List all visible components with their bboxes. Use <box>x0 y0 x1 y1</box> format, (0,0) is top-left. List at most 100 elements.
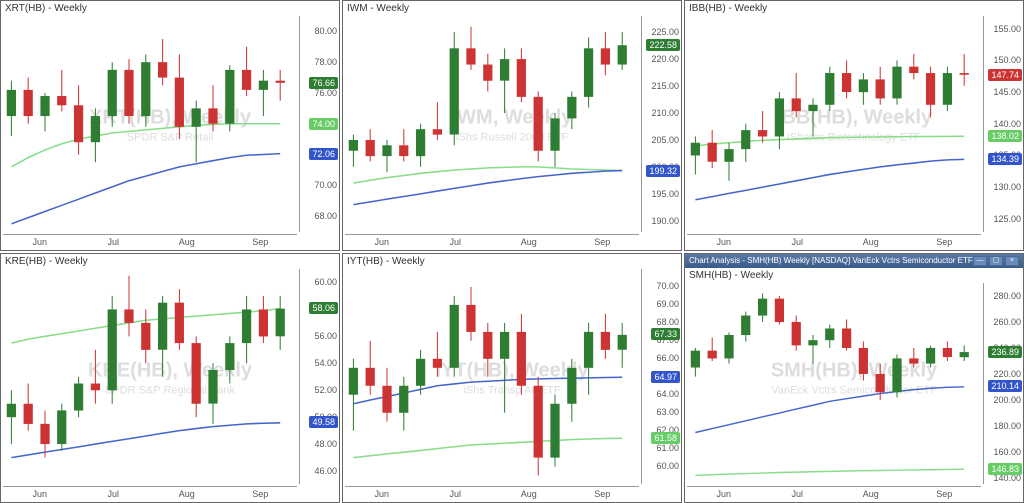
y-tick-label: 225.00 <box>651 27 679 37</box>
price-label: 67.33 <box>651 328 680 340</box>
panel-title: IYT(HB) - Weekly <box>347 256 425 267</box>
panel-title: KRE(HB) - Weekly <box>5 256 88 267</box>
x-axis: JunJulAugSep <box>345 234 639 250</box>
y-tick-label: 220.00 <box>993 369 1021 379</box>
y-tick-label: 61.00 <box>656 443 679 453</box>
chart-area[interactable] <box>3 16 297 232</box>
chart-area[interactable] <box>687 283 981 485</box>
price-label: 147.74 <box>988 69 1022 81</box>
y-axis: 140.00160.00180.00200.00220.00240.00260.… <box>983 283 1023 485</box>
y-tick-label: 210.00 <box>651 108 679 118</box>
y-tick-label: 155.00 <box>993 24 1021 34</box>
y-tick-label: 54.00 <box>314 358 337 368</box>
chart-panel: Chart Analysis - SMH(HB) Weekly [NASDAQ]… <box>684 253 1024 503</box>
price-label: 76.66 <box>309 77 338 89</box>
y-axis: 190.00195.00200.00205.00210.00215.00220.… <box>641 16 681 232</box>
y-tick-label: 60.00 <box>656 461 679 471</box>
y-tick-label: 63.00 <box>656 407 679 417</box>
price-label: 222.58 <box>646 39 680 51</box>
price-label: 64.97 <box>651 371 680 383</box>
x-tick-label: Sep <box>936 237 952 247</box>
y-tick-label: 70.00 <box>314 180 337 190</box>
x-tick-label: Sep <box>936 489 952 499</box>
y-tick-label: 130.00 <box>993 182 1021 192</box>
x-tick-label: Jul <box>107 489 119 499</box>
x-tick-label: Aug <box>179 489 195 499</box>
y-tick-label: 68.00 <box>314 211 337 221</box>
x-axis: Jun Jul Aug Sep <box>3 234 297 250</box>
maximize-button[interactable]: ▢ <box>989 256 1003 266</box>
close-button[interactable]: × <box>1005 256 1019 266</box>
x-axis: Jun Jul Aug Sep <box>345 486 639 502</box>
x-tick-label: Aug <box>521 489 537 499</box>
chart-grid: XRT(HB) - WeeklyXRT(HB), WeeklySPDR S&P … <box>0 0 1024 503</box>
y-tick-label: 64.00 <box>656 389 679 399</box>
x-axis: JunJulAugSep <box>687 486 981 502</box>
chart-panel: IBB(HB) - WeeklyIBB(HB), WeeklyiShares B… <box>684 0 1024 251</box>
y-tick-label: 76.00 <box>314 88 337 98</box>
panel-title: SMH(HB) - Weekly <box>689 270 773 281</box>
chart-area[interactable] <box>3 269 297 485</box>
window-controls: —▢× <box>973 256 1019 266</box>
price-label: 61.58 <box>651 432 680 444</box>
y-tick-label: 80.00 <box>314 26 337 36</box>
x-tick-label: Sep <box>252 489 268 499</box>
price-label: 72.06 <box>309 148 338 160</box>
x-tick-label: Jul <box>449 237 461 247</box>
y-tick-label: 205.00 <box>651 135 679 145</box>
x-tick-label: Sep <box>252 237 268 247</box>
y-tick-label: 195.00 <box>651 189 679 199</box>
x-tick-label: Jun <box>716 489 731 499</box>
y-tick-label: 260.00 <box>993 317 1021 327</box>
y-axis: 46.0048.0050.0052.0054.0056.0058.0060.00… <box>299 269 339 485</box>
y-axis: 125.00130.00135.00140.00145.00150.00155.… <box>983 16 1023 232</box>
x-tick-label: Jul <box>449 489 461 499</box>
y-axis: 60.0061.0062.0063.0064.0065.0066.0067.00… <box>641 269 681 485</box>
window-title-text: Chart Analysis - SMH(HB) Weekly [NASDAQ]… <box>689 256 973 265</box>
y-tick-label: 125.00 <box>993 214 1021 224</box>
x-tick-label: Jun <box>716 237 731 247</box>
y-tick-label: 66.00 <box>656 353 679 363</box>
minimize-button[interactable]: — <box>973 256 987 266</box>
chart-area[interactable] <box>687 16 981 232</box>
y-tick-label: 200.00 <box>993 395 1021 405</box>
panel-title: IBB(HB) - Weekly <box>689 3 767 14</box>
price-label: 199.32 <box>646 165 680 177</box>
y-tick-label: 160.00 <box>993 447 1021 457</box>
x-tick-label: Sep <box>594 489 610 499</box>
y-tick-label: 150.00 <box>993 55 1021 65</box>
y-tick-label: 190.00 <box>651 216 679 226</box>
y-tick-label: 215.00 <box>651 81 679 91</box>
y-tick-label: 78.00 <box>314 57 337 67</box>
x-tick-label: Aug <box>179 237 195 247</box>
price-label: 49.58 <box>309 416 338 428</box>
y-tick-label: 56.00 <box>314 331 337 341</box>
x-tick-label: Jul <box>107 237 119 247</box>
y-tick-label: 145.00 <box>993 87 1021 97</box>
y-tick-label: 180.00 <box>993 421 1021 431</box>
y-tick-label: 68.00 <box>656 317 679 327</box>
window-title-bar: Chart Analysis - SMH(HB) Weekly [NASDAQ]… <box>685 254 1023 268</box>
y-tick-label: 60.00 <box>314 277 337 287</box>
price-label: 138.02 <box>988 130 1022 142</box>
x-tick-label: Jul <box>791 489 803 499</box>
price-label: 58.06 <box>309 302 338 314</box>
x-tick-label: Jun <box>32 237 47 247</box>
x-tick-label: Sep <box>594 237 610 247</box>
chart-panel: IWM - WeeklyIWM, WeeklyiShs Russell 2000… <box>342 0 682 251</box>
y-tick-label: 46.00 <box>314 466 337 476</box>
y-tick-label: 69.00 <box>656 299 679 309</box>
x-tick-label: Jun <box>374 489 389 499</box>
x-tick-label: Aug <box>521 237 537 247</box>
chart-area[interactable] <box>345 269 639 485</box>
panel-title: XRT(HB) - Weekly <box>5 3 87 14</box>
chart-panel: KRE(HB) - WeeklyKRE(HB), WeeklySPDR S&P … <box>0 253 340 503</box>
y-tick-label: 220.00 <box>651 54 679 64</box>
y-tick-label: 70.00 <box>656 281 679 291</box>
price-label: 74.00 <box>309 118 338 130</box>
y-tick-label: 48.00 <box>314 439 337 449</box>
price-label: 236.89 <box>988 346 1022 358</box>
x-axis: JunJulAugSep <box>3 486 297 502</box>
chart-area[interactable] <box>345 16 639 232</box>
panel-title: IWM - Weekly <box>347 3 409 14</box>
